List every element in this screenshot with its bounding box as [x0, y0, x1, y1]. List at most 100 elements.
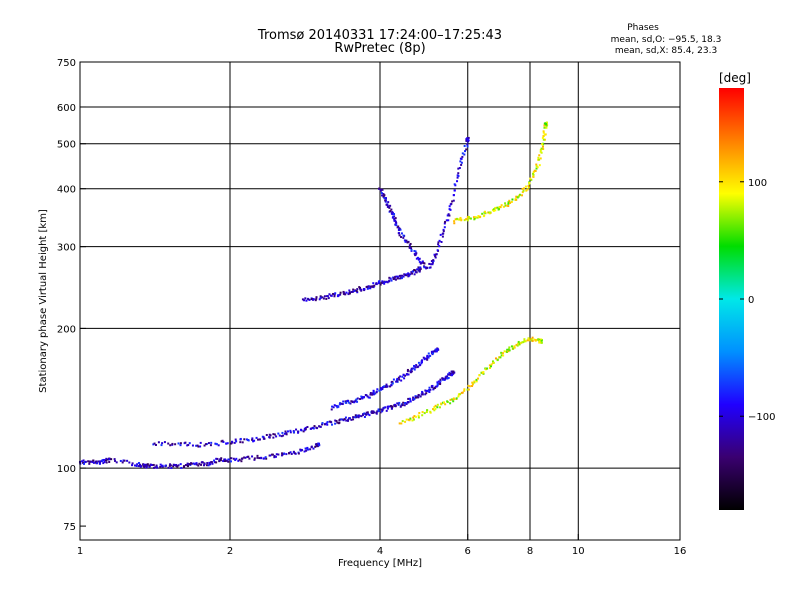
data-point [471, 383, 474, 386]
data-point [545, 126, 548, 129]
data-point [394, 278, 397, 281]
data-point [306, 446, 309, 449]
data-point [418, 260, 421, 263]
data-point [131, 462, 134, 465]
data-point [494, 357, 497, 360]
data-point [121, 461, 124, 464]
data-point [413, 269, 416, 272]
data-point [223, 458, 226, 461]
data-point [500, 204, 503, 207]
data-point [272, 436, 275, 439]
data-point [407, 373, 410, 376]
data-point [538, 164, 541, 167]
data-point [190, 462, 193, 465]
y-tick-label: 500 [57, 140, 76, 151]
data-point [281, 453, 284, 456]
data-point [133, 464, 136, 467]
data-point [237, 459, 240, 462]
data-point [538, 158, 541, 161]
data-point [344, 400, 347, 403]
data-point [393, 219, 396, 222]
data-point [447, 219, 450, 222]
data-point [383, 385, 386, 388]
data-point [389, 210, 392, 213]
data-point [379, 283, 382, 286]
data-point [428, 390, 431, 393]
data-point [244, 456, 247, 459]
data-point [544, 123, 547, 126]
data-point [397, 376, 400, 379]
data-point [108, 460, 111, 463]
data-point [275, 453, 278, 456]
data-point [135, 464, 138, 467]
data-point [315, 426, 318, 429]
data-point [519, 193, 522, 196]
data-point [105, 461, 108, 464]
data-point [146, 464, 149, 467]
data-point [417, 268, 420, 271]
data-point [528, 339, 531, 342]
data-point [325, 422, 328, 425]
data-point [356, 397, 359, 400]
data-point [387, 206, 390, 209]
data-point [253, 457, 256, 460]
data-point [396, 277, 399, 280]
data-point [227, 458, 230, 461]
data-point [432, 408, 435, 411]
data-point [199, 441, 202, 444]
data-point [327, 297, 330, 300]
data-point [384, 281, 387, 284]
data-point [168, 464, 171, 467]
data-point [423, 358, 426, 361]
data-point [203, 464, 206, 467]
data-point [540, 338, 543, 341]
data-point [343, 418, 346, 421]
colorbar-label: [deg] [719, 71, 751, 85]
data-point [305, 449, 308, 452]
data-point [314, 299, 317, 302]
data-point [434, 256, 437, 259]
data-point [333, 293, 336, 296]
data-point [480, 371, 483, 374]
data-point [88, 462, 91, 465]
data-point [435, 253, 438, 256]
data-point [457, 395, 460, 398]
grid-lines [80, 62, 680, 540]
data-point [466, 388, 469, 391]
data-point [424, 393, 427, 396]
data-point [365, 413, 368, 416]
data-point [434, 350, 437, 353]
data-point [407, 397, 410, 400]
data-point [517, 340, 520, 343]
data-point [537, 156, 540, 159]
data-point [283, 432, 286, 435]
data-point [159, 465, 162, 468]
data-point [260, 456, 263, 459]
data-point [371, 285, 374, 288]
data-point [366, 395, 369, 398]
data-point [434, 386, 437, 389]
data-point [144, 464, 147, 467]
data-point [344, 293, 347, 296]
data-point [536, 166, 539, 169]
data-point [197, 464, 200, 467]
data-point [402, 234, 405, 237]
data-point [195, 463, 198, 466]
data-point [336, 295, 339, 298]
data-point [179, 444, 182, 447]
data-point [350, 400, 353, 403]
data-point [195, 462, 198, 465]
data-point [527, 337, 530, 340]
data-point [448, 371, 451, 374]
data-point [465, 148, 468, 151]
y-tick-label: 200 [57, 324, 76, 335]
data-point [400, 379, 403, 382]
data-point [394, 275, 397, 278]
data-point [360, 288, 363, 291]
data-point [436, 406, 439, 409]
data-point [401, 420, 404, 423]
data-point [437, 380, 440, 383]
data-point [431, 263, 434, 266]
data-point [452, 397, 455, 400]
data-point [378, 187, 381, 190]
